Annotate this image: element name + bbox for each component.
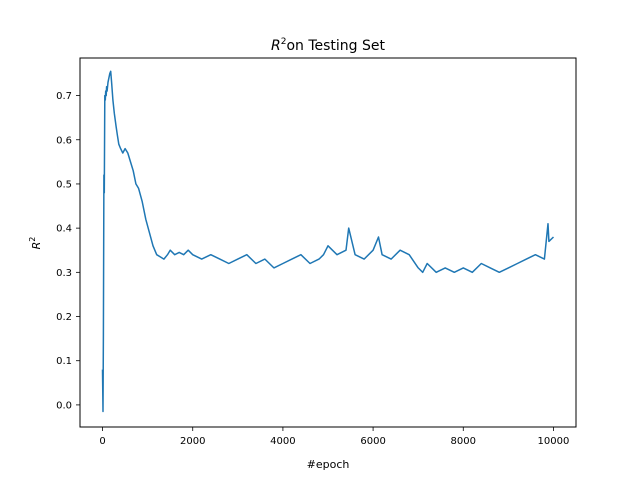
y-tick-label: 0.6 [56,135,72,146]
axes-frame [79,57,577,428]
chart-title-symbol: R [271,38,281,54]
x-tick-label: 6000 [360,436,385,447]
y-tick-label: 0.4 [56,224,72,235]
x-axis-label: #epoch [307,458,350,471]
x-axis: 0 2000 4000 6000 8000 10000 [99,427,569,447]
y-tick-label: 0.1 [56,356,72,367]
series-layer [101,70,555,413]
y-tick-label: 0.0 [56,400,72,411]
y-tick-label: 0.2 [56,312,72,323]
y-axis-label: R2 [28,237,43,250]
x-tick-label: 0 [99,436,105,447]
series-line [101,70,555,413]
x-tick-label: 8000 [451,436,476,447]
x-tick-label: 2000 [180,436,205,447]
plot-area [79,57,577,428]
y-tick-label: 0.7 [56,91,72,102]
y-axis-label-superscript: 2 [28,237,37,242]
y-axis: 0.0 0.1 0.2 0.3 0.4 0.5 0.6 0.7 [56,91,80,411]
chart-title: R2on Testing Set [271,37,386,54]
x-tick-label: 4000 [270,436,295,447]
chart-title-superscript: 2 [281,37,287,47]
chart-title-text: on Testing Set [286,38,385,54]
y-tick-label: 0.5 [56,179,72,190]
y-tick-label: 0.3 [56,268,72,279]
x-tick-label: 10000 [538,436,570,447]
y-axis-label-symbol: R [30,242,43,250]
